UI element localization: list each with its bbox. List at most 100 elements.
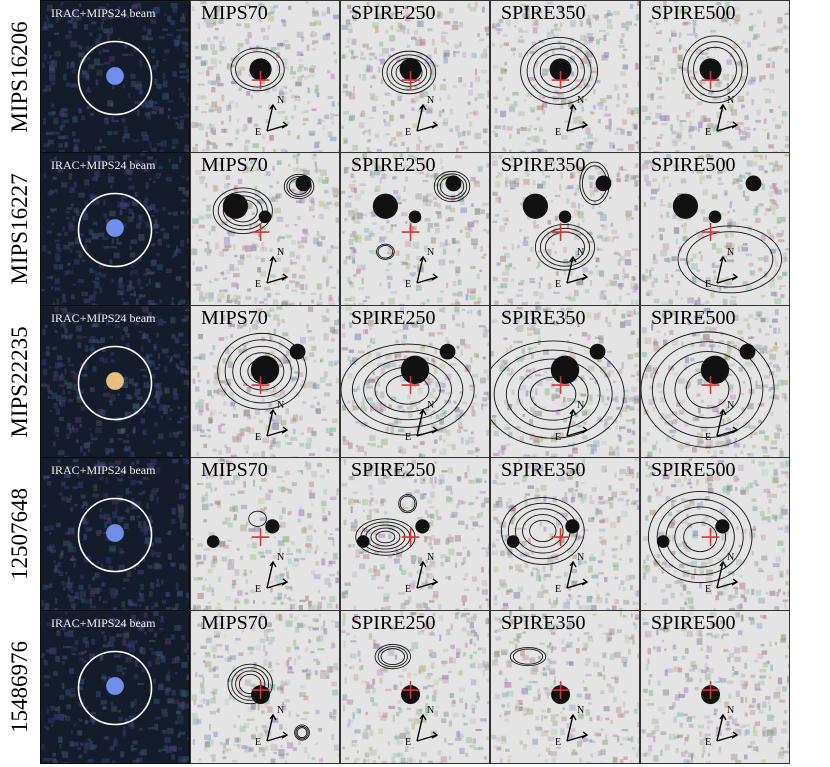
contour bbox=[530, 376, 577, 412]
contour bbox=[522, 514, 564, 548]
compass-north-label: N bbox=[277, 247, 284, 258]
band-panel: SPIRE500 N E bbox=[640, 610, 790, 764]
source-blob bbox=[549, 58, 572, 81]
compass-east-label: E bbox=[555, 584, 561, 595]
contour bbox=[674, 360, 741, 419]
compass-east-label: E bbox=[555, 279, 561, 290]
source-blob bbox=[106, 219, 124, 237]
band-panel: SPIRE500 N E bbox=[640, 0, 790, 154]
source-blob bbox=[372, 193, 399, 219]
compass-north-label: N bbox=[277, 400, 284, 411]
contour bbox=[381, 50, 437, 95]
contour bbox=[295, 725, 309, 740]
position-marker bbox=[551, 223, 570, 241]
rgb-panel-title: IRAC+MIPS24 beam bbox=[51, 311, 156, 325]
source-id: 12507648 bbox=[7, 488, 32, 580]
source-blob bbox=[106, 524, 124, 542]
band-title: SPIRE350 bbox=[501, 2, 586, 24]
band-title: SPIRE250 bbox=[351, 459, 436, 481]
position-marker bbox=[551, 528, 570, 546]
contour bbox=[507, 502, 578, 560]
position-marker bbox=[551, 71, 570, 89]
compass-north-label: N bbox=[427, 95, 434, 106]
contour bbox=[505, 358, 601, 430]
contour bbox=[493, 349, 613, 439]
band-panel: SPIRE500 N E bbox=[640, 152, 790, 306]
position-marker bbox=[551, 681, 570, 699]
position-marker bbox=[401, 681, 420, 699]
band-title: SPIRE500 bbox=[651, 154, 736, 176]
contour bbox=[375, 530, 396, 544]
band-title: MIPS70 bbox=[201, 459, 268, 481]
band-title: SPIRE500 bbox=[651, 459, 736, 481]
contour bbox=[686, 231, 774, 288]
beam-circle bbox=[77, 345, 153, 421]
position-marker bbox=[551, 376, 570, 394]
position-marker bbox=[401, 71, 420, 89]
source-blob bbox=[106, 677, 124, 695]
contour bbox=[386, 54, 432, 91]
source-blob bbox=[445, 175, 462, 192]
compass-north-label: N bbox=[727, 552, 734, 563]
contour bbox=[539, 54, 579, 88]
contour bbox=[374, 644, 412, 670]
band-panel: SPIRE250 N E bbox=[340, 152, 490, 306]
source-id: MIPS22235 bbox=[7, 326, 32, 438]
compass-east-label: E bbox=[705, 584, 711, 595]
source-id: MIPS16227 bbox=[7, 173, 32, 285]
compass-east-label: E bbox=[555, 432, 561, 443]
contour bbox=[296, 727, 308, 739]
contour bbox=[377, 646, 408, 668]
source-blob bbox=[222, 193, 249, 219]
band-title: SPIRE250 bbox=[351, 2, 436, 24]
band-title: SPIRE350 bbox=[501, 154, 586, 176]
row-label: MIPS22235 bbox=[0, 305, 40, 459]
contour bbox=[230, 47, 285, 92]
compass-north-label: N bbox=[577, 705, 584, 716]
contour bbox=[436, 173, 468, 200]
band-panel: MIPS70 N E bbox=[190, 305, 340, 459]
contour bbox=[539, 227, 591, 267]
source-blob bbox=[595, 175, 612, 192]
contour bbox=[363, 359, 452, 421]
band-title: SPIRE500 bbox=[651, 307, 736, 329]
beam-circle bbox=[77, 497, 153, 573]
source-blob bbox=[415, 519, 430, 534]
contour bbox=[370, 527, 401, 547]
source-blob bbox=[106, 67, 124, 85]
row-label: MIPS16227 bbox=[0, 152, 40, 306]
band-panel: SPIRE250 N E bbox=[340, 457, 490, 611]
contour bbox=[385, 374, 430, 405]
source-id: MIPS16206 bbox=[7, 21, 32, 133]
compass-east-label: E bbox=[405, 279, 411, 290]
contour bbox=[398, 494, 417, 514]
contour bbox=[227, 199, 258, 223]
source-blob bbox=[739, 343, 756, 360]
contour bbox=[693, 46, 737, 92]
compass-north-label: N bbox=[727, 247, 734, 258]
compass-east-label: E bbox=[255, 127, 261, 138]
contour bbox=[294, 724, 310, 741]
source-blob bbox=[265, 519, 280, 534]
source-blob bbox=[672, 193, 699, 219]
contour bbox=[491, 340, 625, 448]
beam-circle bbox=[77, 40, 153, 116]
position-marker bbox=[401, 528, 420, 546]
contour bbox=[247, 358, 277, 384]
contour bbox=[533, 48, 585, 94]
compass-north-label: N bbox=[427, 400, 434, 411]
band-title: SPIRE250 bbox=[351, 154, 436, 176]
contour bbox=[286, 175, 312, 197]
source-blob bbox=[439, 343, 456, 360]
contour bbox=[665, 506, 735, 568]
position-marker bbox=[701, 71, 720, 89]
beam-circle bbox=[77, 650, 153, 726]
contour bbox=[677, 225, 783, 294]
